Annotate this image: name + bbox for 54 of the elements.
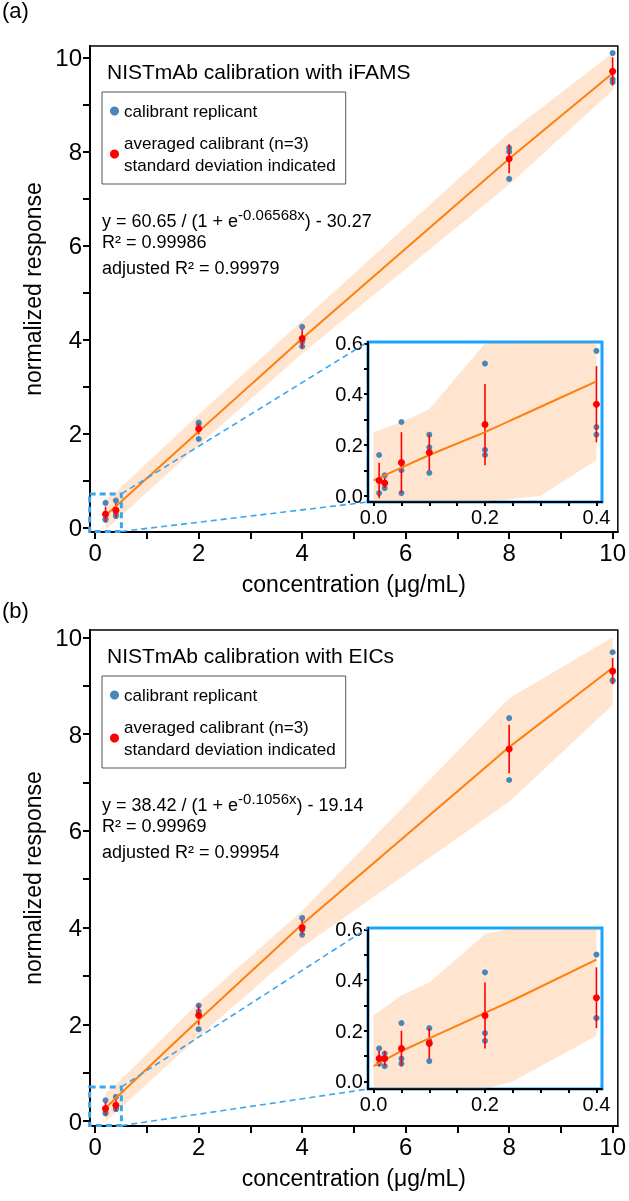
x-tick-label: 0.4 [582, 506, 611, 528]
x-tick-label: 8 [502, 1132, 516, 1160]
x-tick-label: 8 [502, 538, 516, 566]
annotation: R² = 0.99986 [102, 232, 207, 253]
x-tick-label: 2 [191, 538, 206, 566]
x-tick-label: 0.0 [359, 1093, 388, 1115]
y-tick-label: 0.0 [335, 1070, 363, 1093]
y-tick-label: 2 [68, 419, 82, 447]
x-tick-label: 2 [191, 1132, 206, 1160]
x-tick-label: 4 [295, 1132, 309, 1160]
x-tick-label: 6 [398, 538, 413, 566]
x-tick-label: 0 [88, 1132, 102, 1160]
text: (a) [2, 0, 29, 24]
y-tick-label: 8 [68, 138, 82, 166]
y-tick-label: 0.2 [335, 1019, 363, 1042]
y-tick-label: 0.4 [335, 968, 363, 991]
x-tick-label: 6 [398, 1132, 413, 1160]
x-tick-label: 0.2 [471, 1093, 499, 1115]
x-axis-title: concentration (μg/mL) [241, 570, 467, 597]
annotation: adjusted R² = 0.99979 [102, 258, 280, 279]
legend-label: calibrant replicant [124, 101, 258, 121]
text: (b) [2, 598, 29, 624]
legend-label: averaged calibrant (n=3) standard deviation indicated [124, 717, 336, 759]
legend-label: calibrant replicant [124, 685, 258, 705]
annotation: y = 38.42 / (1 + e$^{-0.1056x}$) - 19.14 [102, 790, 364, 816]
legend-label: averaged calibrant (n=3) standard deviation indicated [124, 133, 336, 175]
y-axis-title: normalized response [19, 182, 46, 396]
y-tick-label: 0.6 [335, 332, 363, 355]
y-tick-label: 0.6 [335, 918, 363, 941]
y-tick-label: 4 [68, 325, 82, 353]
text: NISTmAb calibration with EICs [107, 644, 395, 667]
y-tick-label: 4 [68, 914, 82, 942]
x-tick-label: 0.4 [582, 1093, 611, 1115]
y-tick-label: 6 [68, 817, 82, 845]
x-tick-label: 0.0 [359, 506, 388, 528]
y-tick-label: 6 [68, 232, 82, 260]
x-tick-label: 0 [88, 538, 102, 566]
text: NISTmAb calibration with iFAMS [107, 60, 411, 83]
y-tick-label: 0.4 [335, 383, 363, 406]
y-tick-label: 2 [68, 1010, 82, 1038]
y-tick-label: 10 [55, 623, 82, 651]
y-tick-label: 0.2 [335, 433, 363, 456]
annotation: adjusted R² = 0.99954 [102, 842, 280, 863]
x-tick-label: 4 [295, 538, 309, 566]
x-tick-label: 10 [599, 538, 626, 566]
y-tick-label: 10 [55, 44, 82, 72]
x-tick-label: 0.2 [471, 506, 499, 528]
annotation: R² = 0.99969 [102, 816, 207, 837]
y-tick-label: 0.0 [335, 484, 363, 507]
x-axis-title: concentration (μg/mL) [241, 1164, 467, 1191]
y-axis-title: normalized response [19, 771, 46, 985]
x-tick-label: 10 [599, 1132, 626, 1160]
annotation: y = 60.65 / (1 + e$^{-0.06568x}$) - 30.27 [102, 206, 372, 232]
y-tick-label: 8 [68, 720, 82, 748]
